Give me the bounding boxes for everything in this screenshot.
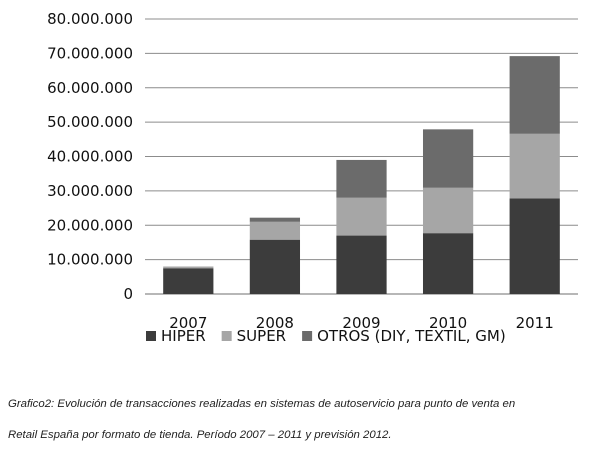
legend-swatch [302, 331, 313, 341]
bar-segment-super-2011 [509, 133, 560, 199]
figure-caption-line-2: Retail España por formato de tienda. Per… [8, 429, 392, 441]
y-tick-label: 40.000.000 [47, 148, 133, 166]
y-tick-label: 0 [123, 285, 133, 303]
bar-segment-hiper-2011 [509, 198, 560, 294]
bars [163, 56, 560, 294]
y-tick-label: 70.000.000 [47, 44, 133, 62]
y-tick-label: 30.000.000 [47, 182, 133, 200]
figure-caption-line-1: Grafico2: Evolución de transacciones rea… [8, 398, 516, 410]
y-tick-label: 80.000.000 [47, 10, 133, 28]
bar-segment-hiper-2007 [163, 268, 214, 294]
legend-swatch [146, 331, 156, 341]
bar-segment-hiper-2010 [422, 233, 474, 294]
y-axis-tick-labels: 0 10.000.000 20.000.000 30.000.000 40.000.00… [47, 10, 133, 303]
bar-segment-super-2009 [336, 197, 387, 236]
bar-segment-super-2008 [249, 221, 301, 240]
y-tick-label: 50.000.000 [47, 113, 133, 131]
bar-segment-hiper-2009 [336, 235, 387, 294]
bar-segment-otros-2008 [249, 217, 301, 222]
legend: HIPER SUPER OTROS (DIY, TEXTIL, GM) [146, 327, 506, 345]
legend-label: HIPER [161, 327, 206, 345]
stacked-bar-chart: 0 10.000.000 20.000.000 30.000.000 40.000.00… [47, 10, 578, 345]
legend-label: OTROS (DIY, TEXTIL, GM) [317, 327, 506, 345]
legend-label: SUPER [237, 327, 286, 345]
y-tick-label: 10.000.000 [47, 251, 133, 269]
x-category-label: 2011 [516, 314, 554, 332]
x-category-label: 2010 [429, 314, 467, 332]
bar-segment-super-2010 [422, 187, 474, 234]
x-axis-category-labels: 2007 2008 2009 2010 2011 [169, 314, 554, 332]
bar-segment-otros-2010 [422, 129, 474, 188]
x-category-label: 2007 [169, 314, 207, 332]
x-category-label: 2008 [256, 314, 294, 332]
legend-swatch [221, 331, 232, 341]
bar-segment-otros-2009 [336, 159, 387, 198]
bar-segment-super-2007 [163, 266, 214, 269]
bar-segment-hiper-2008 [249, 239, 301, 294]
y-tick-label: 60.000.000 [47, 79, 133, 97]
x-category-label: 2009 [342, 314, 380, 332]
y-tick-label: 20.000.000 [47, 216, 133, 234]
bar-segment-otros-2011 [509, 56, 560, 134]
